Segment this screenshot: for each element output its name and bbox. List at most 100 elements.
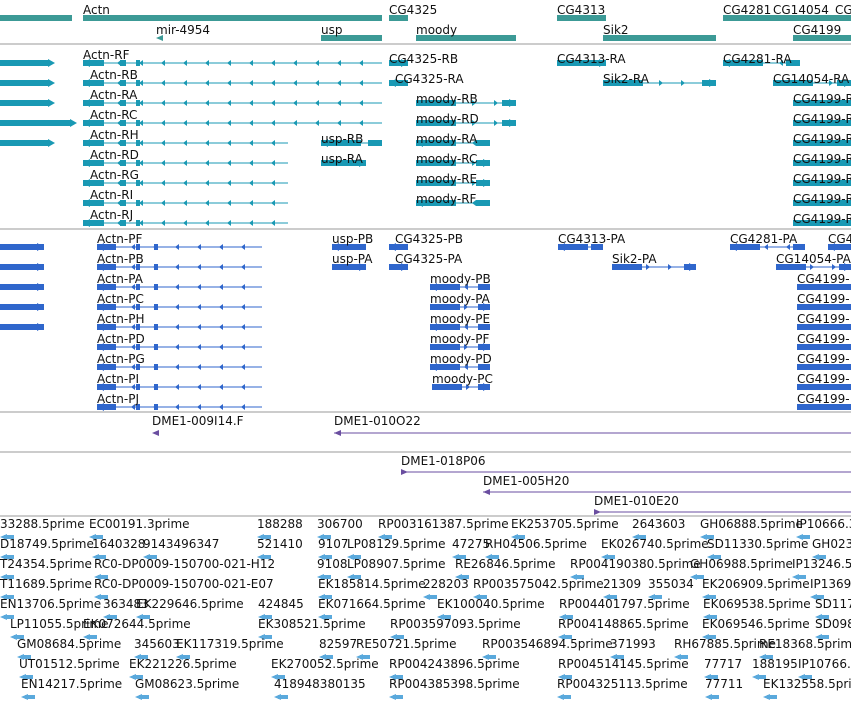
transcript-label[interactable]: CG4199- bbox=[797, 392, 850, 406]
est-label[interactable]: EK229646.5prime bbox=[136, 597, 244, 611]
est-feature[interactable] bbox=[322, 615, 332, 619]
transcript-label[interactable]: moody-RB bbox=[416, 92, 478, 106]
transcript-actn-exon[interactable] bbox=[83, 200, 104, 206]
transcript-actn-exon[interactable] bbox=[136, 100, 140, 106]
est-label[interactable]: 418948380135 bbox=[274, 677, 366, 691]
transcript-actn-exon[interactable] bbox=[97, 344, 116, 350]
transcript-cg4199-exon[interactable] bbox=[793, 140, 851, 146]
est-label[interactable]: EK069546.5prime bbox=[702, 617, 810, 631]
transcript-label[interactable]: CG4 bbox=[828, 232, 851, 246]
est-label[interactable]: EK132558.5prime bbox=[763, 677, 851, 691]
est-feature[interactable] bbox=[4, 535, 14, 539]
transcript-exon[interactable] bbox=[476, 140, 490, 146]
est-label[interactable]: RC0-DP0009-150700-021-E07 bbox=[94, 577, 274, 591]
gene-label[interactable]: CG4 bbox=[835, 3, 851, 17]
transcript-actn-exon[interactable] bbox=[83, 60, 104, 66]
transcript-label[interactable]: CG4199-R bbox=[793, 152, 851, 166]
transcript-cg4199-exon[interactable] bbox=[793, 180, 851, 186]
est-feature[interactable] bbox=[605, 555, 615, 559]
transcript-label[interactable]: CG4325-RA bbox=[395, 72, 464, 86]
gene-bar[interactable] bbox=[793, 35, 851, 41]
est-feature[interactable] bbox=[706, 595, 716, 599]
transcript-label[interactable]: Actn-RJ bbox=[90, 208, 134, 222]
transcript-actn-exon[interactable] bbox=[136, 160, 140, 166]
transcript-label[interactable]: Sik2-RA bbox=[603, 72, 649, 86]
est-label[interactable]: LP11055.5prime bbox=[10, 617, 109, 631]
transcript-actn-exon[interactable] bbox=[136, 80, 140, 86]
offscreen-transcript-exon[interactable] bbox=[0, 304, 44, 310]
transcript-label[interactable]: moody-RE bbox=[416, 172, 478, 186]
est-label[interactable]: GM08623.5prime bbox=[135, 677, 240, 691]
est-label[interactable]: IP13246.5 bbox=[792, 557, 851, 571]
transcript-exon[interactable] bbox=[591, 244, 603, 250]
transcript-label[interactable]: CG4199-R bbox=[793, 192, 851, 206]
transcript-label[interactable]: moody-RD bbox=[416, 112, 479, 126]
transcript-exon[interactable] bbox=[476, 200, 490, 206]
transcript-actn-exon[interactable] bbox=[136, 180, 140, 186]
transcript-label[interactable]: moody-PC bbox=[432, 372, 493, 386]
est-feature[interactable] bbox=[819, 615, 829, 619]
est-label[interactable]: GH023 bbox=[812, 537, 851, 551]
transcript-actn-exon[interactable] bbox=[120, 140, 126, 146]
est-label[interactable]: EK117319.5prime bbox=[176, 637, 284, 651]
est-feature[interactable] bbox=[278, 695, 288, 699]
est-label[interactable]: RP003546894.5prime bbox=[482, 637, 613, 651]
est-label[interactable]: T24354.5prime bbox=[0, 557, 92, 571]
transcript-label[interactable]: CG4313-PA bbox=[558, 232, 626, 246]
est-label[interactable]: EK253705.5prime bbox=[511, 517, 619, 531]
est-feature[interactable] bbox=[819, 635, 829, 639]
transcript-exon[interactable] bbox=[416, 160, 456, 166]
transcript-actn-exon[interactable] bbox=[83, 80, 104, 86]
gene-bar[interactable] bbox=[557, 15, 606, 21]
est-label[interactable]: T11689.5prime bbox=[0, 577, 92, 591]
transcript-actn-exon[interactable] bbox=[136, 344, 140, 350]
est-label[interactable]: 77717 bbox=[704, 657, 743, 671]
est-label[interactable]: 47275 bbox=[452, 537, 491, 551]
transcript-exon[interactable] bbox=[394, 80, 408, 86]
est-label[interactable]: 363483 bbox=[103, 597, 149, 611]
transcript-exon[interactable] bbox=[786, 60, 800, 66]
est-feature[interactable] bbox=[382, 535, 392, 539]
transcript-actn-exon[interactable] bbox=[120, 100, 126, 106]
transcript-actn-exon[interactable] bbox=[83, 140, 104, 146]
est-feature[interactable] bbox=[147, 555, 157, 559]
transcript-exon[interactable] bbox=[793, 244, 805, 250]
est-feature[interactable] bbox=[4, 595, 14, 599]
transcript-actn-exon[interactable] bbox=[97, 264, 116, 270]
est-feature[interactable] bbox=[652, 595, 662, 599]
transcript-actn-exon[interactable] bbox=[83, 160, 104, 166]
transcript-exon[interactable] bbox=[478, 324, 490, 330]
est-label[interactable]: RC0-DP0009-150700-021-H12 bbox=[94, 557, 276, 571]
gene-bar[interactable] bbox=[321, 35, 382, 41]
est-feature[interactable] bbox=[477, 595, 487, 599]
est-feature[interactable] bbox=[4, 575, 14, 579]
transcript-label[interactable]: Actn-PJ bbox=[97, 392, 140, 406]
transcript-exon[interactable] bbox=[773, 80, 813, 86]
est-label[interactable]: RH04506.5prime bbox=[485, 537, 587, 551]
transcript-cg4199-exon[interactable] bbox=[793, 100, 851, 106]
est-label[interactable]: RE50721.5prime bbox=[356, 637, 457, 651]
est-label[interactable]: 82597 bbox=[319, 637, 358, 651]
transcript-exon[interactable] bbox=[478, 364, 490, 370]
transcript-cg4199-exon[interactable] bbox=[793, 160, 851, 166]
est-label[interactable]: RP003575042.5prime bbox=[473, 577, 604, 591]
transcript-label[interactable]: moody-PB bbox=[430, 272, 491, 286]
est-feature[interactable] bbox=[459, 575, 469, 579]
est-label[interactable]: 9143496347 bbox=[143, 537, 220, 551]
est-label[interactable]: 306700 bbox=[317, 517, 363, 531]
transcript-label[interactable]: Actn-RD bbox=[90, 148, 139, 162]
transcript-label[interactable]: Actn-PC bbox=[97, 292, 144, 306]
est-label[interactable]: 228203 bbox=[423, 577, 469, 591]
transcript-exon[interactable] bbox=[603, 80, 643, 86]
clone-label[interactable]: DME1-018P06 bbox=[401, 454, 486, 468]
est-feature[interactable] bbox=[140, 615, 150, 619]
transcript-cg4199-exon[interactable] bbox=[797, 384, 851, 390]
est-label[interactable]: EN13706.5prime bbox=[0, 597, 102, 611]
est-label[interactable]: IP1369 bbox=[810, 577, 851, 591]
transcript-actn-exon[interactable] bbox=[120, 200, 126, 206]
est-feature[interactable] bbox=[800, 535, 810, 539]
transcript-label[interactable]: CG4199- bbox=[797, 352, 850, 366]
transcript-cg4199-exon[interactable] bbox=[797, 364, 851, 370]
est-feature[interactable] bbox=[351, 555, 361, 559]
est-feature[interactable] bbox=[393, 695, 403, 699]
